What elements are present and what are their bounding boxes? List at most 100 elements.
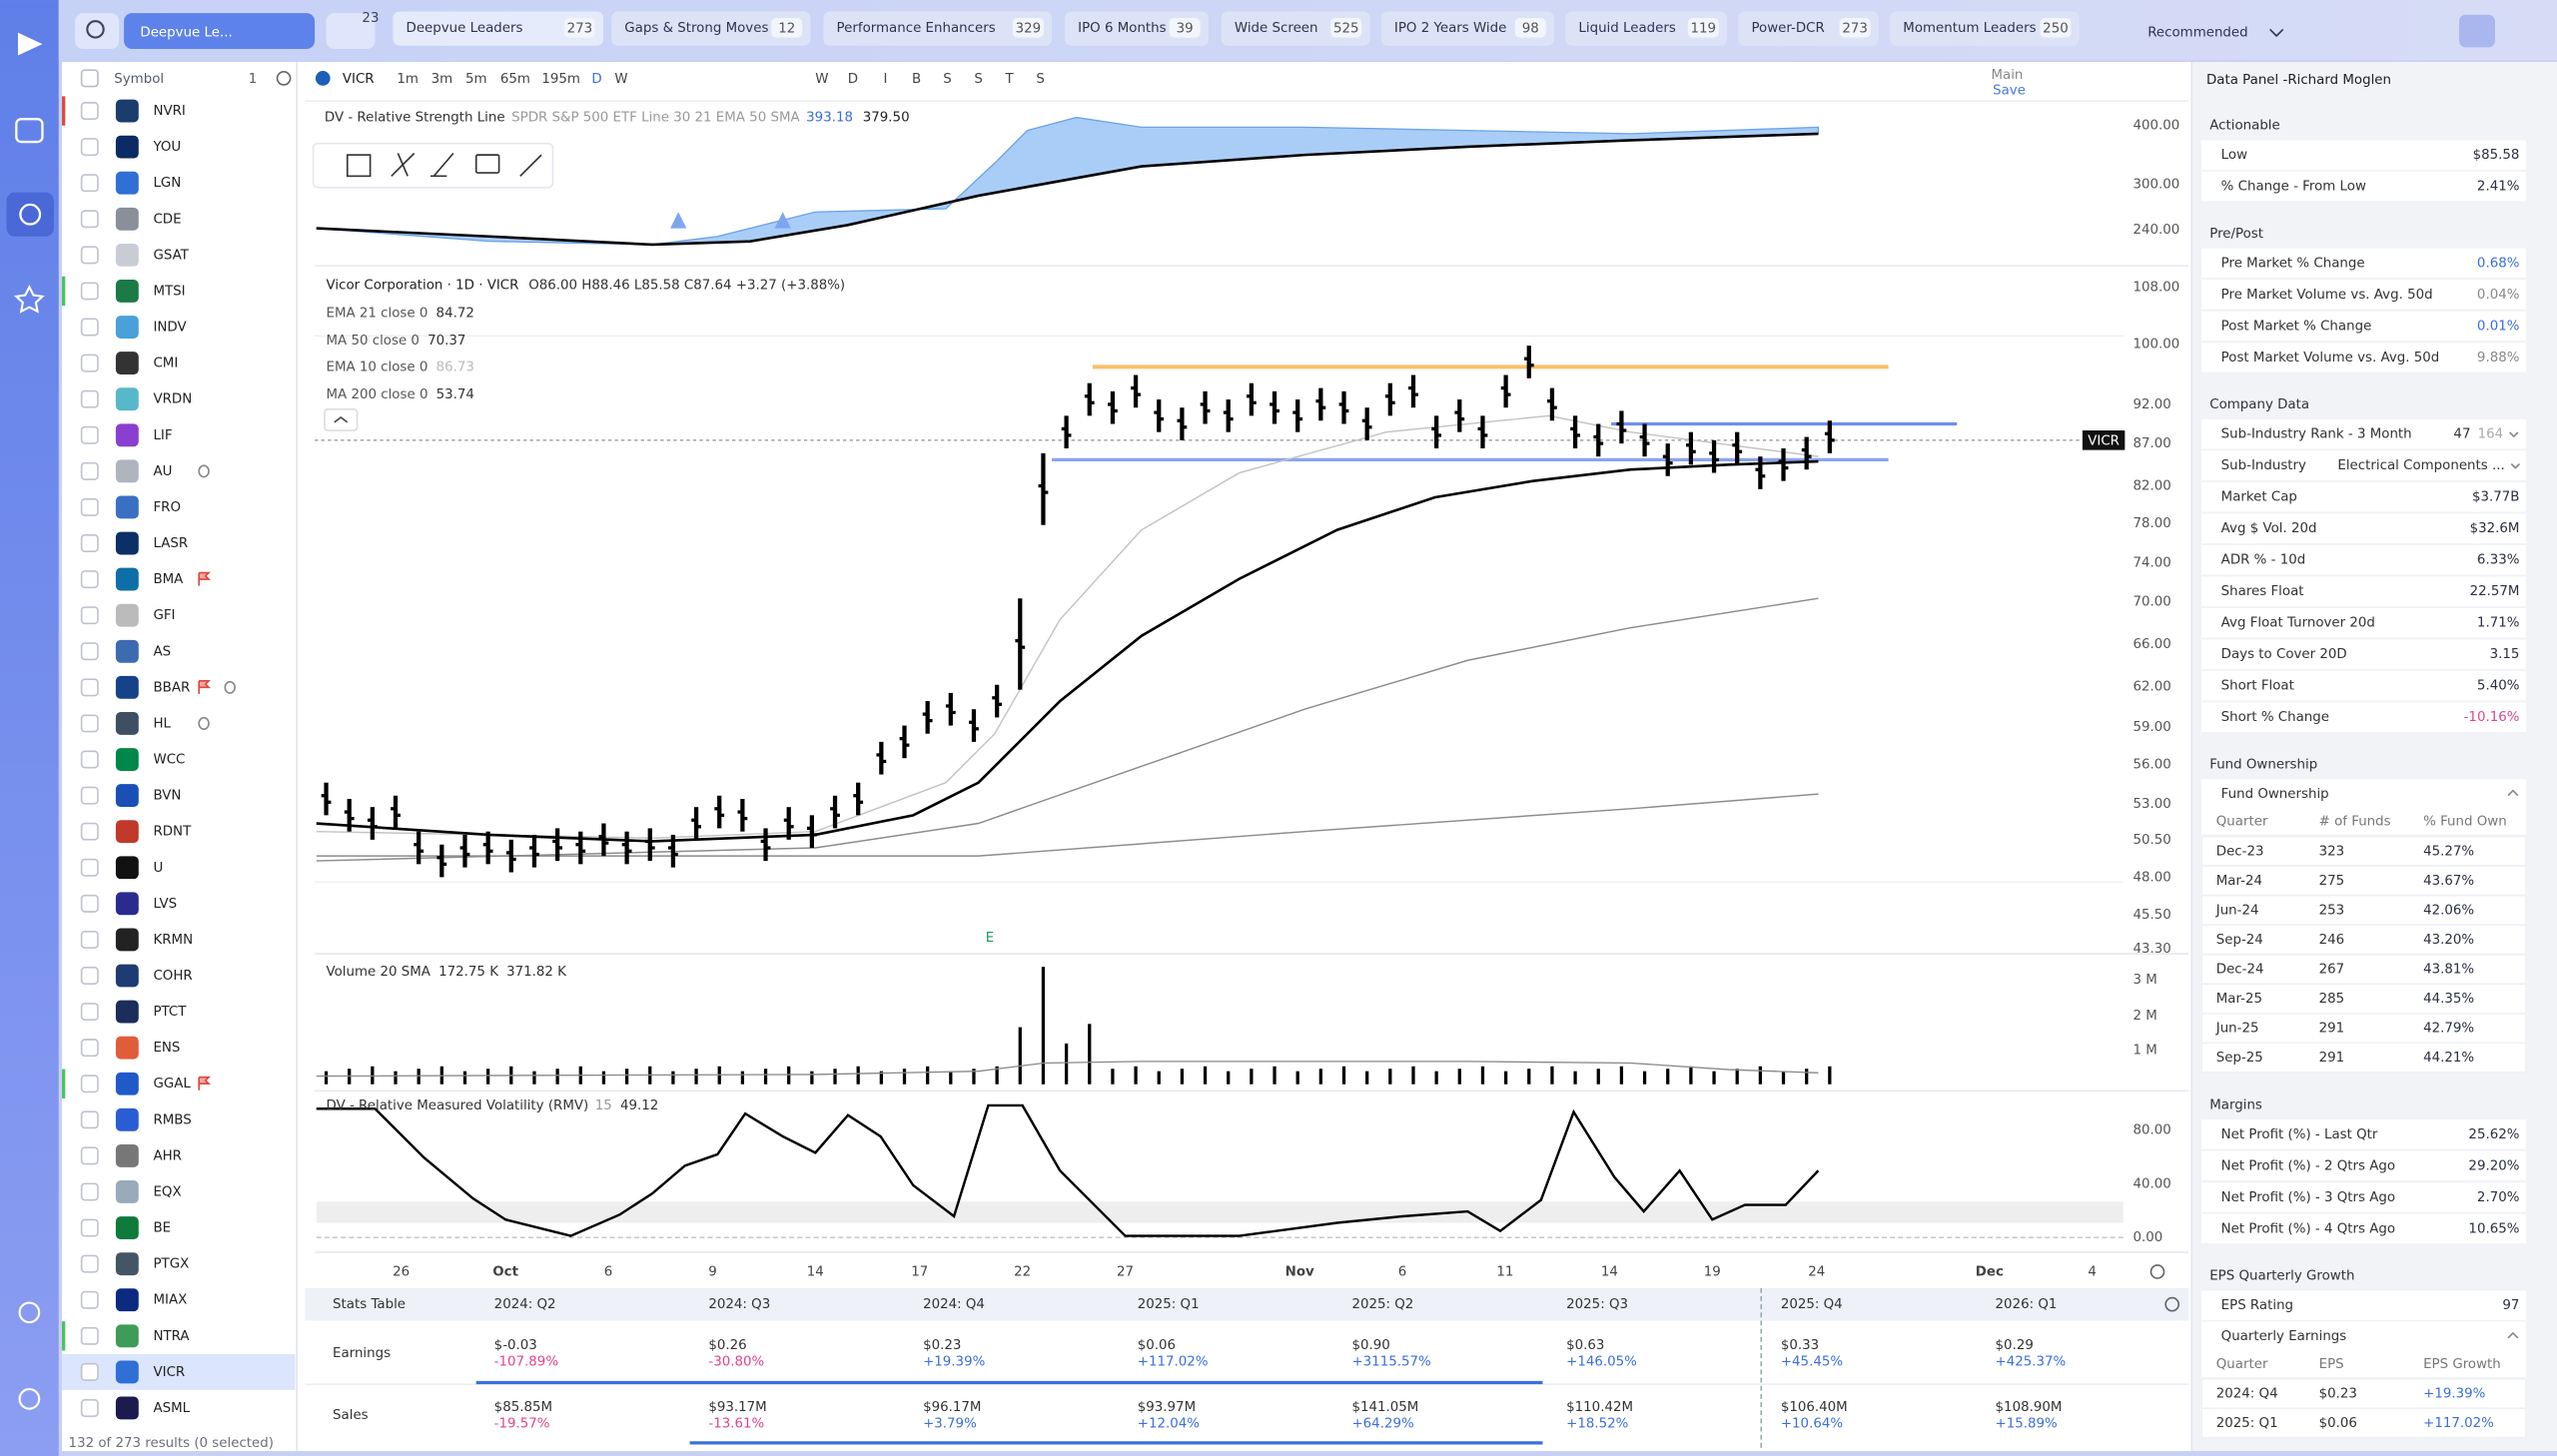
- logo[interactable]: [17, 32, 43, 56]
- interval-button[interactable]: 195m: [541, 72, 580, 87]
- tab[interactable]: [393, 11, 604, 46]
- checkbox[interactable]: [80, 389, 99, 408]
- symbol-ticker[interactable]: RMBS: [153, 1112, 191, 1127]
- symbol-ticker[interactable]: ASML: [153, 1401, 190, 1416]
- save-button[interactable]: Save: [1993, 84, 2026, 99]
- checkbox[interactable]: [80, 714, 99, 733]
- symbol-ticker[interactable]: PTCT: [153, 1005, 187, 1020]
- checkbox[interactable]: [80, 174, 99, 193]
- checkbox[interactable]: [80, 858, 99, 877]
- symbol-ticker[interactable]: AU: [153, 464, 172, 479]
- checkbox[interactable]: [80, 1218, 99, 1237]
- settings-icon[interactable]: [2164, 1296, 2180, 1312]
- checkbox[interactable]: [80, 1398, 99, 1417]
- tool-icon[interactable]: [391, 152, 416, 177]
- chart-symbol[interactable]: VICR: [343, 72, 375, 87]
- view-toggle[interactable]: [2459, 14, 2495, 48]
- checkbox[interactable]: [80, 461, 99, 480]
- symbol-ticker[interactable]: GGAL: [153, 1077, 191, 1092]
- tab[interactable]: [823, 11, 1053, 46]
- checkbox[interactable]: [80, 1110, 99, 1129]
- symbol-ticker[interactable]: RDNT: [153, 825, 192, 840]
- symbol-ticker[interactable]: U: [153, 861, 163, 876]
- symbol-ticker[interactable]: INDV: [153, 321, 187, 336]
- checkbox[interactable]: [80, 318, 99, 337]
- symbol-ticker[interactable]: GSAT: [153, 248, 189, 263]
- collapse-button[interactable]: [324, 408, 359, 431]
- session-button[interactable]: S: [974, 72, 983, 87]
- checkbox[interactable]: [80, 894, 99, 913]
- tab[interactable]: [1565, 11, 1727, 46]
- interval-button[interactable]: 5m: [465, 72, 487, 87]
- tab[interactable]: [611, 11, 811, 46]
- session-button[interactable]: T: [1005, 72, 1015, 87]
- symbol-ticker[interactable]: HL: [153, 716, 171, 731]
- watchlist-select[interactable]: [124, 13, 316, 49]
- checkbox[interactable]: [80, 967, 99, 985]
- checkbox[interactable]: [80, 282, 99, 301]
- checkbox[interactable]: [80, 138, 99, 157]
- checkbox[interactable]: [80, 102, 99, 121]
- sort-select[interactable]: Recommended: [2147, 26, 2247, 41]
- symbol-ticker[interactable]: WCC: [153, 753, 185, 768]
- symbol-ticker[interactable]: NVRI: [153, 104, 185, 119]
- checkbox[interactable]: [80, 678, 99, 697]
- tool-icon[interactable]: [430, 152, 454, 178]
- symbol-ticker[interactable]: BMA: [153, 572, 184, 587]
- symbol-ticker[interactable]: BE: [153, 1221, 171, 1236]
- nav-icon[interactable]: [18, 1387, 41, 1410]
- checkbox[interactable]: [80, 642, 99, 661]
- axis-settings[interactable]: [2149, 1264, 2165, 1279]
- session-button[interactable]: B: [912, 72, 921, 87]
- symbol-ticker[interactable]: CMI: [153, 357, 178, 371]
- symbol-ticker[interactable]: BBAR: [153, 680, 190, 695]
- symbol-ticker[interactable]: ENS: [153, 1041, 180, 1056]
- session-button[interactable]: I: [884, 72, 888, 87]
- symbol-ticker[interactable]: VICR: [153, 1365, 185, 1380]
- checkbox[interactable]: [80, 1039, 99, 1058]
- checkbox[interactable]: [80, 1003, 99, 1022]
- checkbox[interactable]: [80, 534, 99, 553]
- checkbox[interactable]: [80, 1326, 99, 1345]
- checkbox[interactable]: [80, 1146, 99, 1165]
- alerts-button[interactable]: [326, 13, 376, 49]
- search-button[interactable]: [75, 13, 120, 49]
- session-button[interactable]: D: [848, 72, 858, 87]
- symbol-ticker[interactable]: LASR: [153, 536, 188, 551]
- tab[interactable]: [1380, 11, 1554, 46]
- checkbox[interactable]: [80, 1290, 99, 1309]
- checkbox[interactable]: [80, 570, 99, 589]
- checkbox[interactable]: [80, 1254, 99, 1273]
- checkbox[interactable]: [80, 822, 99, 841]
- symbol-ticker[interactable]: BVN: [153, 789, 181, 804]
- checkbox[interactable]: [80, 210, 99, 229]
- checkbox[interactable]: [80, 786, 99, 805]
- symbol-ticker[interactable]: GFI: [153, 608, 175, 623]
- interval-button[interactable]: 3m: [431, 72, 453, 87]
- layout-name[interactable]: Main: [1991, 68, 2023, 83]
- interval-button[interactable]: D: [591, 72, 601, 87]
- session-button[interactable]: S: [943, 72, 951, 87]
- symbol-ticker[interactable]: MTSI: [153, 284, 185, 299]
- symbol-ticker[interactable]: CDE: [153, 212, 181, 227]
- session-button[interactable]: S: [1036, 72, 1045, 87]
- tool-icon[interactable]: [474, 154, 500, 174]
- checkbox[interactable]: [80, 425, 99, 444]
- symbol-ticker[interactable]: AS: [153, 644, 171, 659]
- interval-button[interactable]: 65m: [500, 72, 530, 87]
- symbol-ticker[interactable]: FRO: [153, 500, 181, 515]
- symbol-ticker[interactable]: VRDN: [153, 392, 192, 407]
- checkbox[interactable]: [80, 930, 99, 949]
- checkbox[interactable]: [80, 1075, 99, 1093]
- checkbox[interactable]: [80, 606, 99, 625]
- checkbox[interactable]: [80, 69, 99, 88]
- symbol-ticker[interactable]: AHR: [153, 1148, 182, 1163]
- nav-icon[interactable]: [15, 118, 44, 144]
- tool-icon[interactable]: [346, 154, 372, 178]
- symbol-ticker[interactable]: PTGX: [153, 1257, 189, 1272]
- checkbox[interactable]: [80, 750, 99, 769]
- symbol-ticker[interactable]: EQX: [153, 1184, 181, 1199]
- interval-button[interactable]: 1m: [397, 72, 419, 87]
- nav-active[interactable]: [6, 192, 54, 237]
- symbol-ticker[interactable]: MIAX: [153, 1293, 187, 1308]
